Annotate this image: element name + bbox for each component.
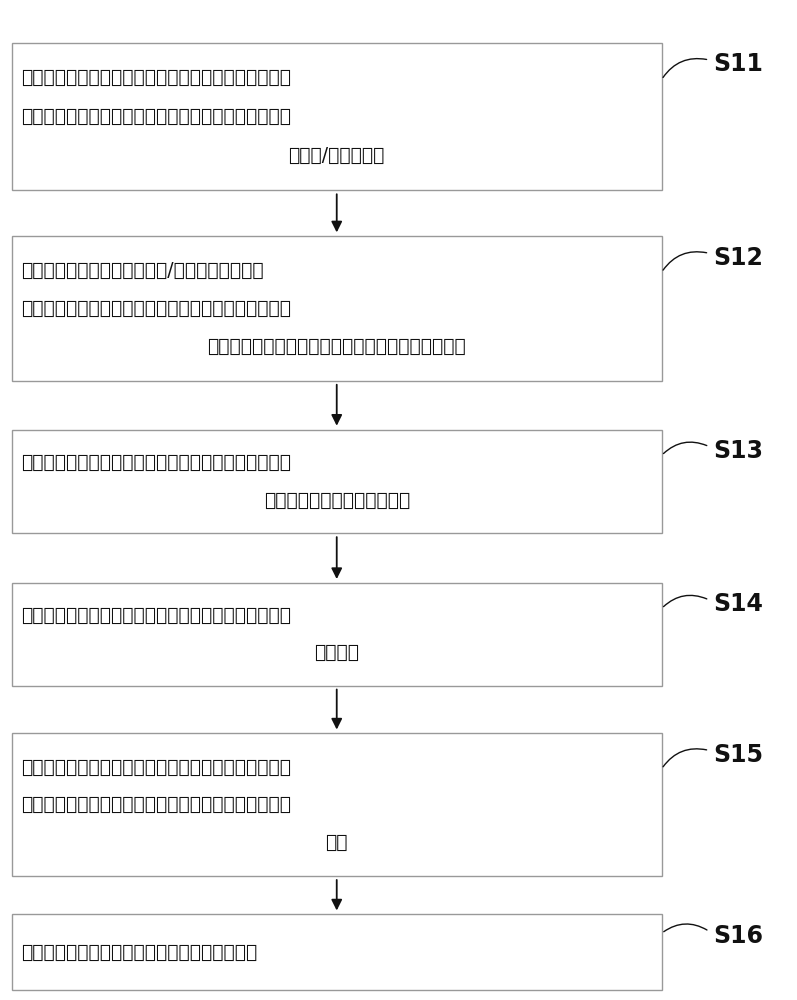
Bar	[12, 236, 662, 381]
Text: 根据所述可分性、分类正确度和偏离度选择最佳数据预: 根据所述可分性、分类正确度和偏离度选择最佳数据预	[22, 453, 292, 472]
Text: 数据维数: 数据维数	[314, 643, 359, 662]
Text: S12: S12	[713, 246, 764, 270]
Text: 在不同的环境中采集每个类别的样品数据，并确定模型: 在不同的环境中采集每个类别的样品数据，并确定模型	[22, 68, 292, 87]
Text: S13: S13	[713, 439, 764, 463]
Text: 根据所述最佳数据预处理方法、最佳特征提取方法以及: 根据所述最佳数据预处理方法、最佳特征提取方法以及	[22, 758, 292, 777]
Text: 最优数据维数提取所述模型训练数据集中的样品数据的: 最优数据维数提取所述模型训练数据集中的样品数据的	[22, 795, 292, 814]
Text: S15: S15	[713, 743, 764, 767]
Text: 采用改进的仿生模式识别方法建立定性分析模型: 采用改进的仿生模式识别方法建立定性分析模型	[22, 943, 257, 962]
Text: 特征: 特征	[325, 833, 348, 852]
Text: 所述模型训练数据集中的样品数据进行处理，获取不同: 所述模型训练数据集中的样品数据进行处理，获取不同	[22, 299, 292, 318]
Text: S14: S14	[713, 592, 764, 616]
Text: 采用不同的数据预处理方法和/或特征提取方法对: 采用不同的数据预处理方法和/或特征提取方法对	[22, 261, 264, 280]
Bar	[12, 43, 662, 190]
Text: S16: S16	[713, 924, 764, 948]
Bar	[12, 733, 662, 876]
Text: 类别的样品数据之间的可分性、分类正确度和偏离度: 类别的样品数据之间的可分性、分类正确度和偏离度	[207, 337, 466, 356]
Text: 训练数据集和测试数据集，所述样品数据为近红外光谱: 训练数据集和测试数据集，所述样品数据为近红外光谱	[22, 107, 292, 126]
Text: 处理方法和最佳特征提取方法: 处理方法和最佳特征提取方法	[264, 490, 410, 509]
Text: 根据所述分类正确度确定所述最佳特征提取方法的最优: 根据所述分类正确度确定所述最佳特征提取方法的最优	[22, 606, 292, 625]
Bar	[12, 430, 662, 533]
Text: 数据和/或光谱图像: 数据和/或光谱图像	[289, 146, 385, 165]
Bar	[12, 583, 662, 686]
Bar	[12, 914, 662, 990]
Text: S11: S11	[713, 52, 764, 76]
